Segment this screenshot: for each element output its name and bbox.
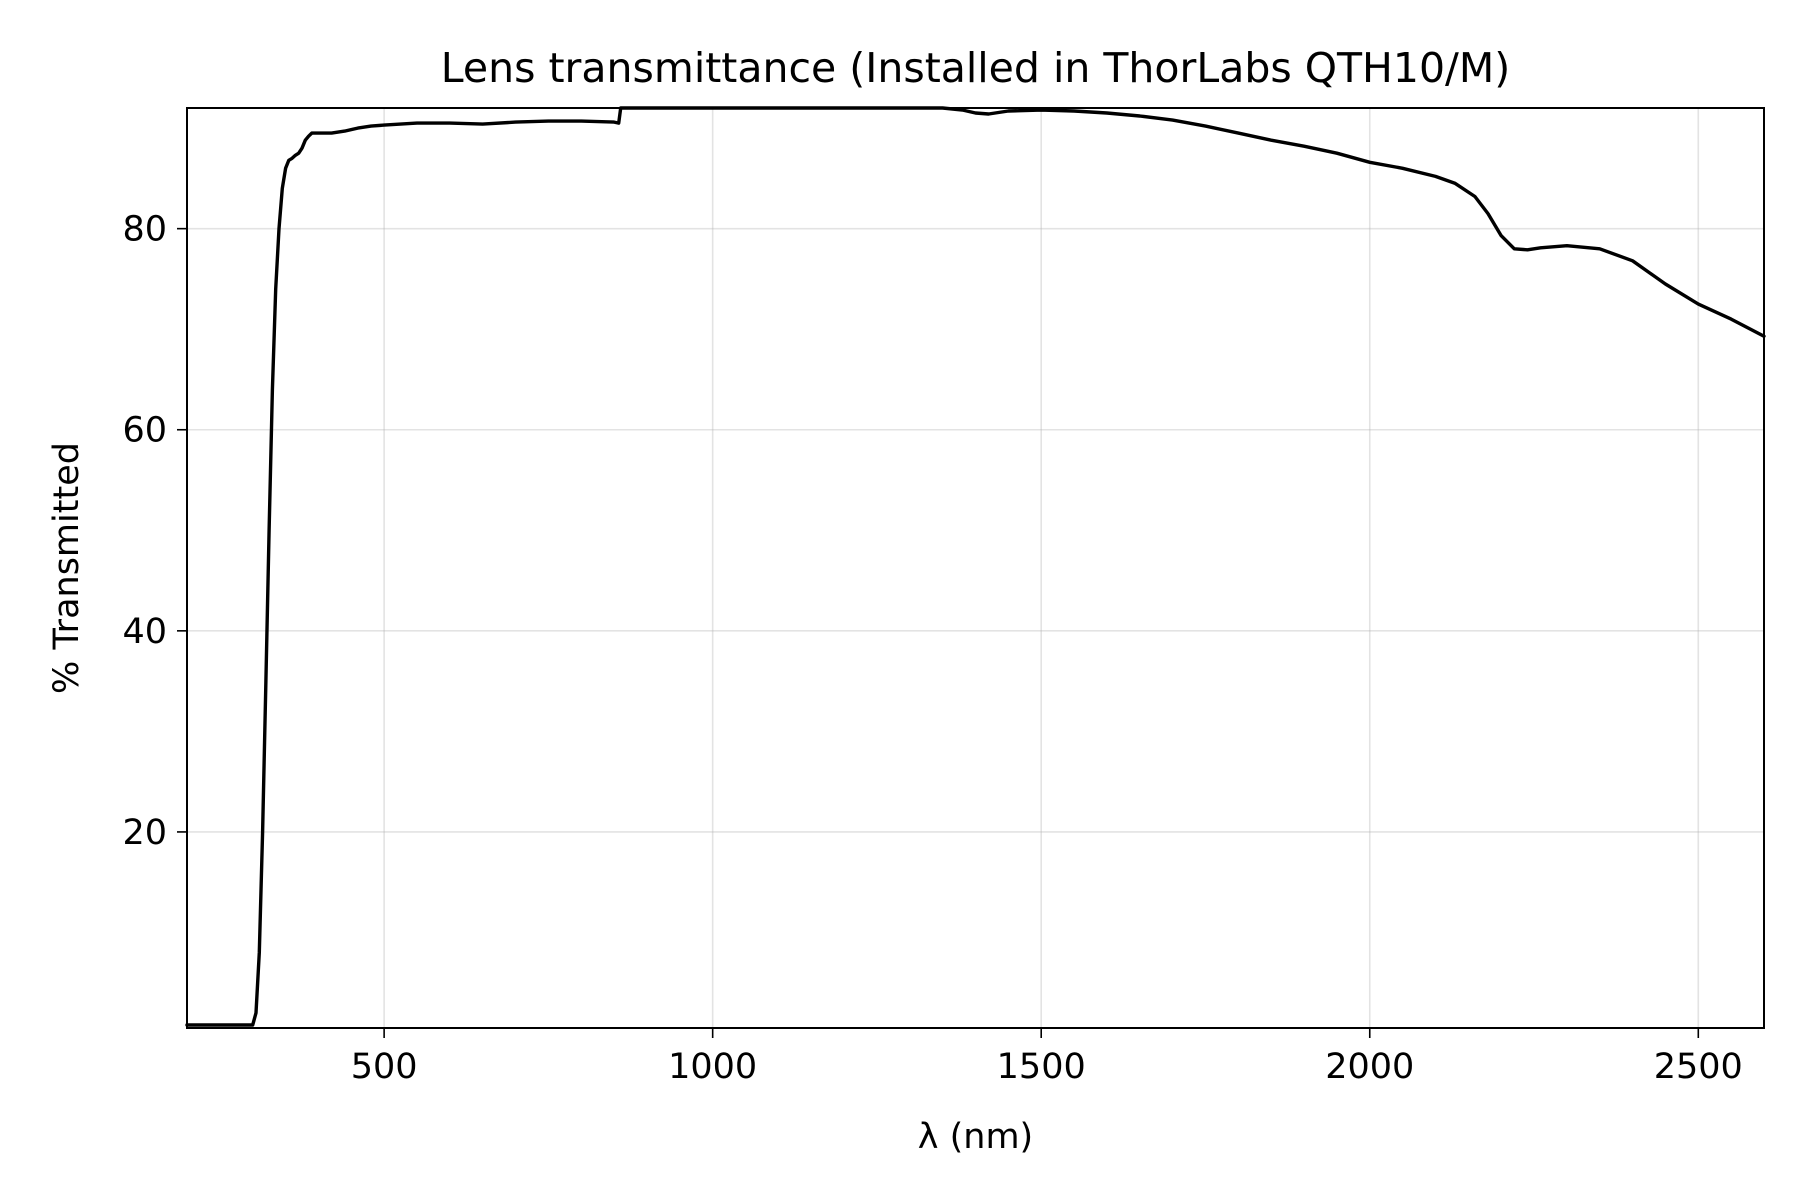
x-tick-label: 2000: [1325, 1047, 1414, 1087]
y-tick-label: 80: [122, 210, 167, 250]
grid: [187, 108, 1764, 1028]
y-axis-label: % Transmitted: [47, 442, 87, 694]
chart-title: Lens transmittance (Installed in ThorLab…: [441, 44, 1510, 92]
y-tick-label: 40: [122, 612, 167, 652]
axis-ticks: 500 1000 1500 2000 2500 20 40 60 80: [122, 210, 1742, 1087]
x-tick-label: 1000: [668, 1047, 757, 1087]
x-tick-label: 2500: [1654, 1047, 1743, 1087]
x-axis-label: λ (nm): [918, 1117, 1033, 1157]
x-tick-label: 1500: [997, 1047, 1086, 1087]
plot-frame: [186, 107, 1765, 1029]
y-tick-label: 20: [122, 813, 167, 853]
y-tick-label: 60: [122, 411, 167, 451]
x-tick-label: 500: [351, 1047, 418, 1087]
